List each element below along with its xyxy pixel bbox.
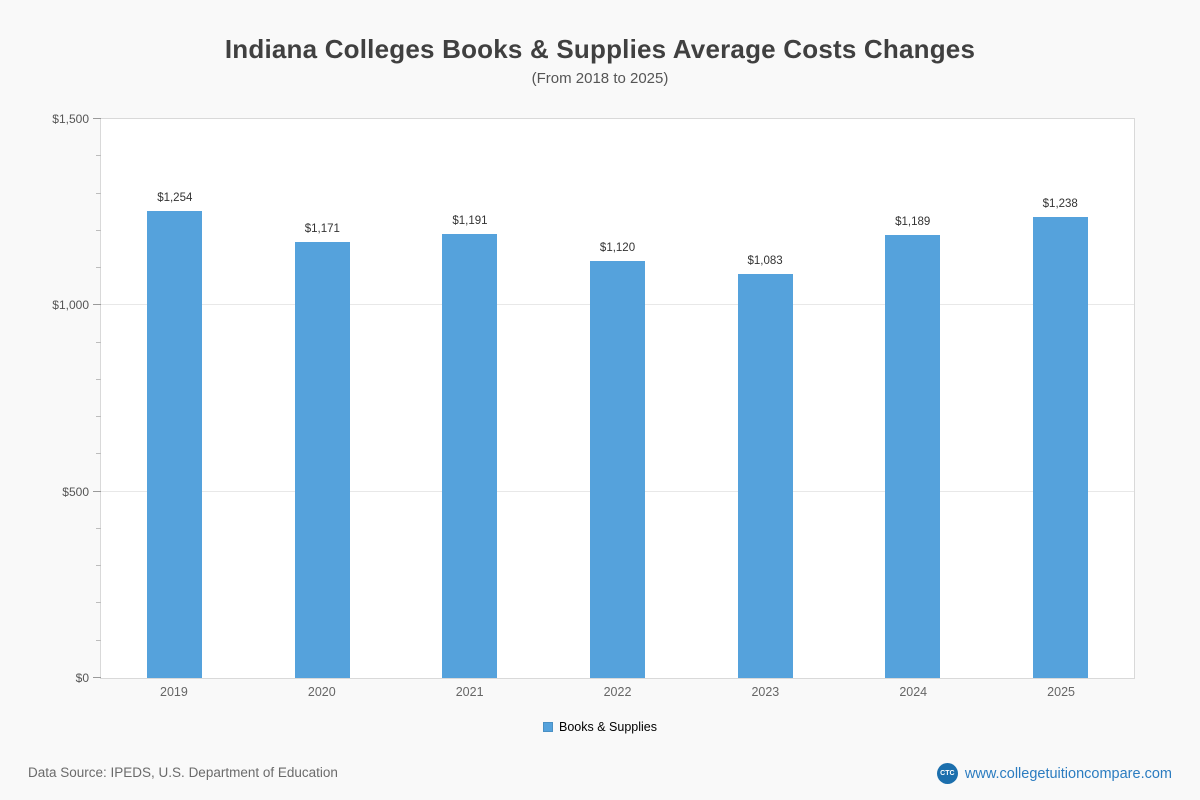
bar-slot-2021: $1,191 (396, 119, 544, 678)
chart-title: Indiana Colleges Books & Supplies Averag… (224, 34, 976, 64)
y-minor-tick (96, 155, 101, 157)
y-minor-tick (96, 341, 101, 343)
y-minor-tick (96, 639, 101, 641)
y-minor-tick (96, 565, 101, 567)
legend-item-books-supplies[interactable]: Books & Supplies (543, 720, 657, 734)
bar-slot-2025: $1,238 (986, 119, 1134, 678)
legend-label: Books & Supplies (559, 720, 657, 734)
bar-2021 (442, 234, 498, 678)
bar-2019 (147, 210, 203, 678)
bar-slot-2023: $1,083 (691, 119, 839, 678)
ctc-logo-icon: CTC (936, 763, 958, 784)
x-tick-label-2022: 2022 (603, 685, 632, 699)
legend: Books & Supplies (0, 720, 1200, 734)
bars: $1,254 $1,171 $1,191 $1,120 $1,083 $1,189 $1,2… (101, 119, 1134, 678)
bar-value-label-2019: $1,254 (157, 191, 193, 204)
y-minor-tick (96, 527, 101, 529)
x-tick-label-2025: 2025 (1047, 685, 1075, 699)
y-tick-label: $500 (62, 484, 89, 499)
x-tick-label-2019: 2019 (160, 685, 188, 699)
y-minor-tick (96, 416, 101, 418)
bar-value-label-2024: $1,189 (895, 215, 931, 228)
y-minor-tick (96, 229, 101, 231)
y-minor-tick (96, 453, 101, 455)
legend-swatch-icon (543, 722, 553, 732)
bar-slot-2020: $1,171 (249, 119, 397, 678)
bar-2020 (294, 241, 350, 678)
y-major-tick (93, 304, 101, 306)
bar-2023 (737, 274, 793, 678)
bar-slot-2022: $1,120 (544, 119, 692, 678)
y-tick-label: $0 (75, 671, 89, 685)
plot-area: $1,254 $1,171 $1,191 $1,120 $1,083 $1,189 $1,2… (52, 112, 1135, 685)
y-major-tick (93, 490, 101, 492)
bar-slot-2019: $1,254 (101, 119, 249, 678)
bar-slot-2024: $1,189 (839, 119, 987, 678)
bar-value-label-2021: $1,191 (452, 215, 488, 228)
bar-value-label-2025: $1,238 (1042, 197, 1078, 210)
chart-subtitle: (From 2018 to 2025) (531, 70, 669, 87)
bar-value-label-2020: $1,171 (304, 222, 340, 235)
site-link[interactable]: www.collegetuitioncompare.com (964, 765, 1172, 782)
bar-2022 (590, 260, 646, 678)
y-minor-tick (96, 267, 101, 269)
y-tick-label: $1,500 (52, 112, 89, 126)
bar-value-label-2022: $1,120 (599, 241, 636, 254)
bar-value-label-2023: $1,083 (747, 255, 783, 268)
bar-2024 (885, 234, 941, 678)
y-minor-tick (96, 602, 101, 604)
y-major-tick (93, 118, 101, 119)
y-major-tick (93, 677, 101, 678)
y-minor-tick (96, 378, 101, 380)
x-tick-label-2020: 2020 (307, 685, 336, 699)
x-tick-label-2021: 2021 (455, 685, 484, 699)
site-attribution: CTC www.collegetuitioncompare.com (936, 763, 1172, 784)
x-axis: 2019 2020 2021 2022 2023 2024 2025 (100, 685, 1135, 699)
x-tick-label-2023: 2023 (751, 685, 780, 699)
x-tick-label-2024: 2024 (899, 685, 928, 699)
y-tick-label: $1,000 (52, 298, 89, 313)
data-source-note: Data Source: IPEDS, U.S. Department of E… (28, 765, 338, 780)
bar-2025 (1032, 216, 1088, 678)
y-minor-tick (96, 192, 101, 194)
